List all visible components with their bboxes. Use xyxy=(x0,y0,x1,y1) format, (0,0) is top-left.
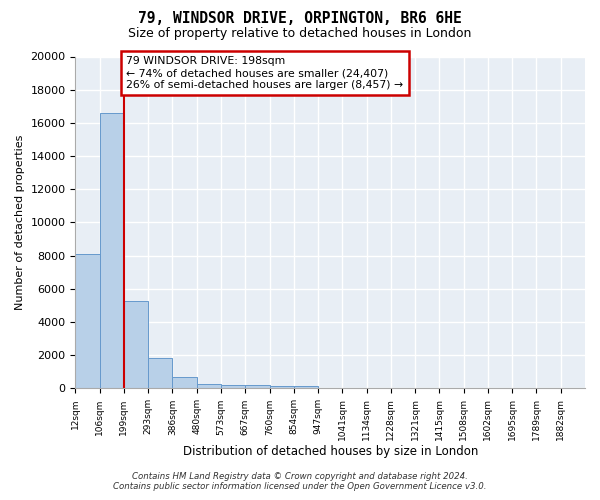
Bar xyxy=(148,358,172,388)
Text: Contains HM Land Registry data © Crown copyright and database right 2024.
Contai: Contains HM Land Registry data © Crown c… xyxy=(113,472,487,491)
Text: Size of property relative to detached houses in London: Size of property relative to detached ho… xyxy=(128,28,472,40)
Text: 79 WINDSOR DRIVE: 198sqm
← 74% of detached houses are smaller (24,407)
26% of se: 79 WINDSOR DRIVE: 198sqm ← 74% of detach… xyxy=(127,56,403,90)
Text: 79, WINDSOR DRIVE, ORPINGTON, BR6 6HE: 79, WINDSOR DRIVE, ORPINGTON, BR6 6HE xyxy=(138,11,462,26)
Bar xyxy=(124,300,148,388)
Bar xyxy=(269,386,294,388)
Bar xyxy=(172,377,197,388)
Bar xyxy=(76,254,100,388)
Bar xyxy=(197,384,221,388)
X-axis label: Distribution of detached houses by size in London: Distribution of detached houses by size … xyxy=(182,444,478,458)
Bar xyxy=(245,385,269,388)
Bar xyxy=(294,386,318,388)
Bar xyxy=(100,113,124,388)
Bar xyxy=(221,385,245,388)
Y-axis label: Number of detached properties: Number of detached properties xyxy=(15,135,25,310)
